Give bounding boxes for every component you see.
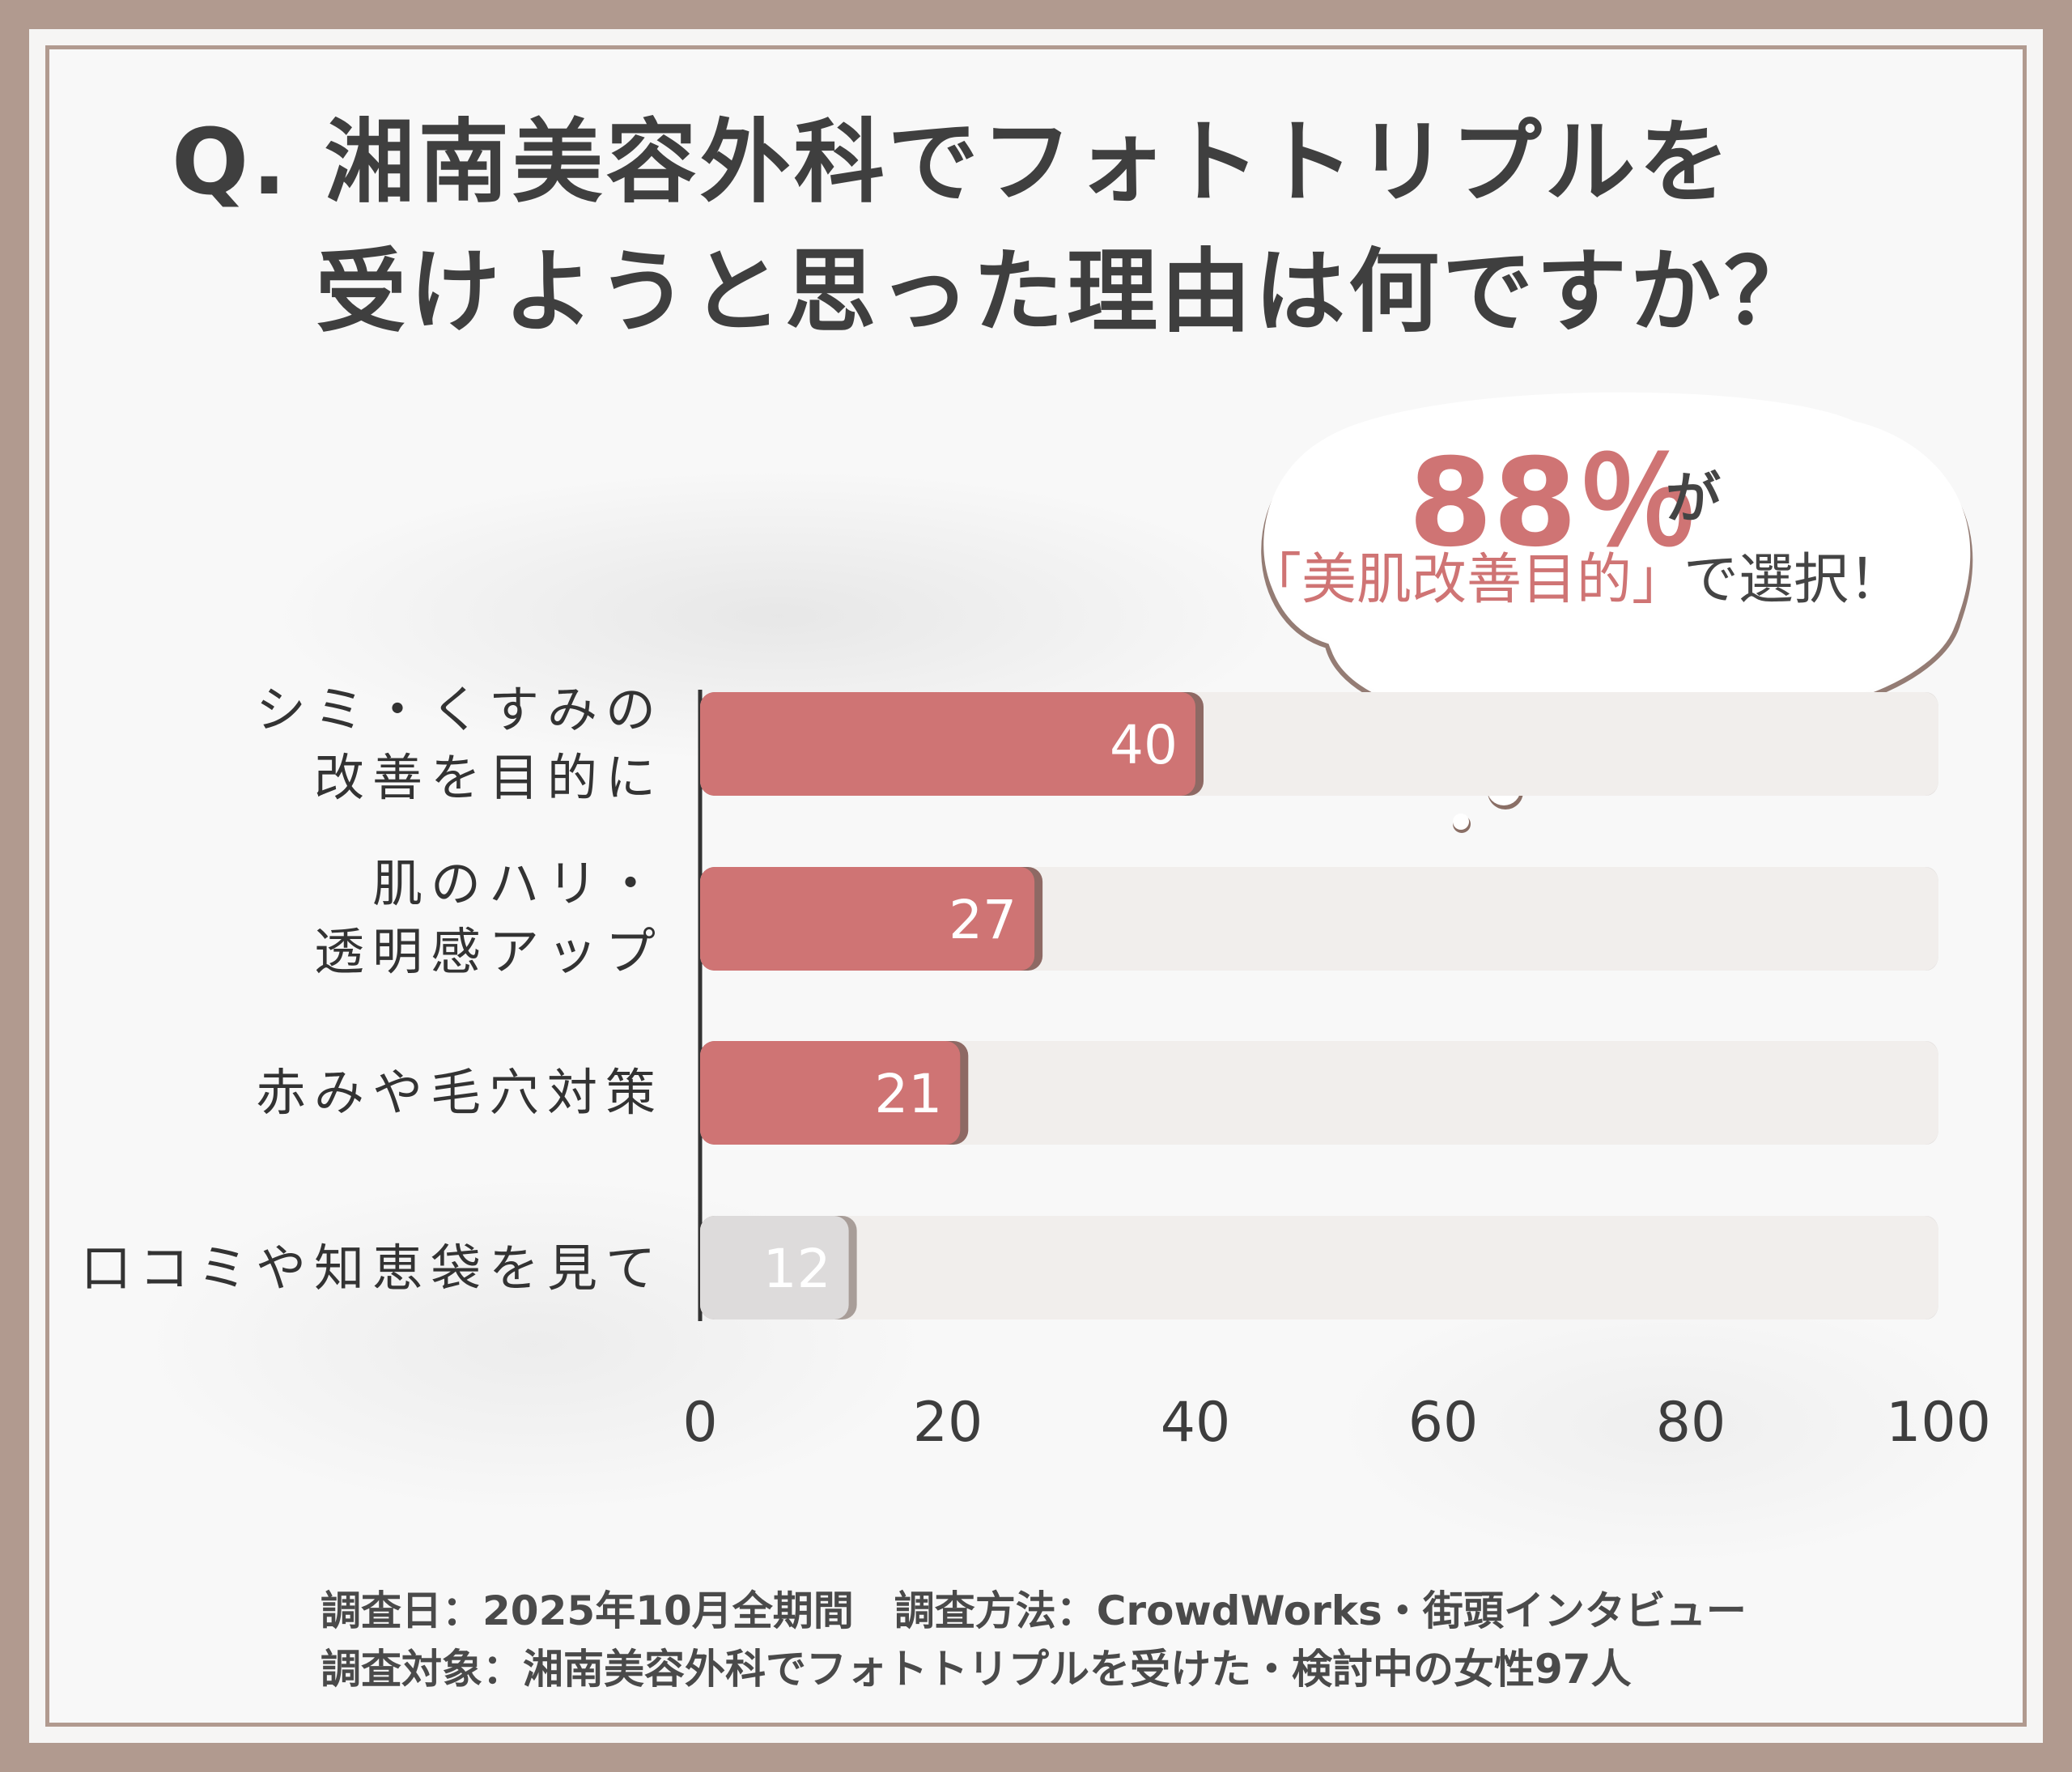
category-label-0: シミ・くすみの 改善を目的に [255,680,664,807]
category-label-3: 口コミや知恵袋を見て [80,1239,664,1298]
survey-info-line2: 調査対象：湘南美容外科でフォトトリプルを受けた・検討中の女性97人 [321,1646,1632,1693]
survey-info-line1: 調査日：2025年10月全期間 調査方法：CrowdWorks・街頭インタビュー [321,1587,1747,1634]
bar-0 [700,692,1195,796]
bar-value-label-0: 40 [1110,714,1178,776]
bar-value-label-2: 21 [874,1063,942,1125]
callout-suffix: が [1666,467,1722,531]
category-label-2: 赤みや毛穴対策 [255,1063,664,1122]
x-tick-label-0: 0 [682,1391,717,1455]
chart-title-line1: Q. 湘南美容外科でフォトトリプルを [172,110,1733,215]
callout-selected: で選択！ [1684,548,1904,612]
x-tick-label-5: 100 [1886,1391,1991,1455]
x-tick-label-3: 60 [1408,1391,1479,1455]
x-tick-label-4: 80 [1656,1391,1726,1455]
bar-track-3 [700,1216,1938,1319]
callout-percent: 88％ [1408,433,1699,574]
chart-title-line2: 受けようと思った理由は何ですか？ [316,240,1818,345]
category-label-1: 肌のハリ・ 透明感アップ [313,854,664,981]
x-tick-label-2: 40 [1161,1391,1231,1455]
bar-track-2 [700,1041,1938,1145]
callout-tag: 「美肌改善目的」 [1246,548,1688,612]
bar-value-label-1: 27 [949,889,1017,951]
bar-2 [700,1041,961,1145]
bar-value-label-3: 12 [763,1238,831,1300]
bar-1 [700,867,1035,971]
bar-3 [700,1216,849,1319]
x-tick-label-1: 20 [913,1391,983,1455]
